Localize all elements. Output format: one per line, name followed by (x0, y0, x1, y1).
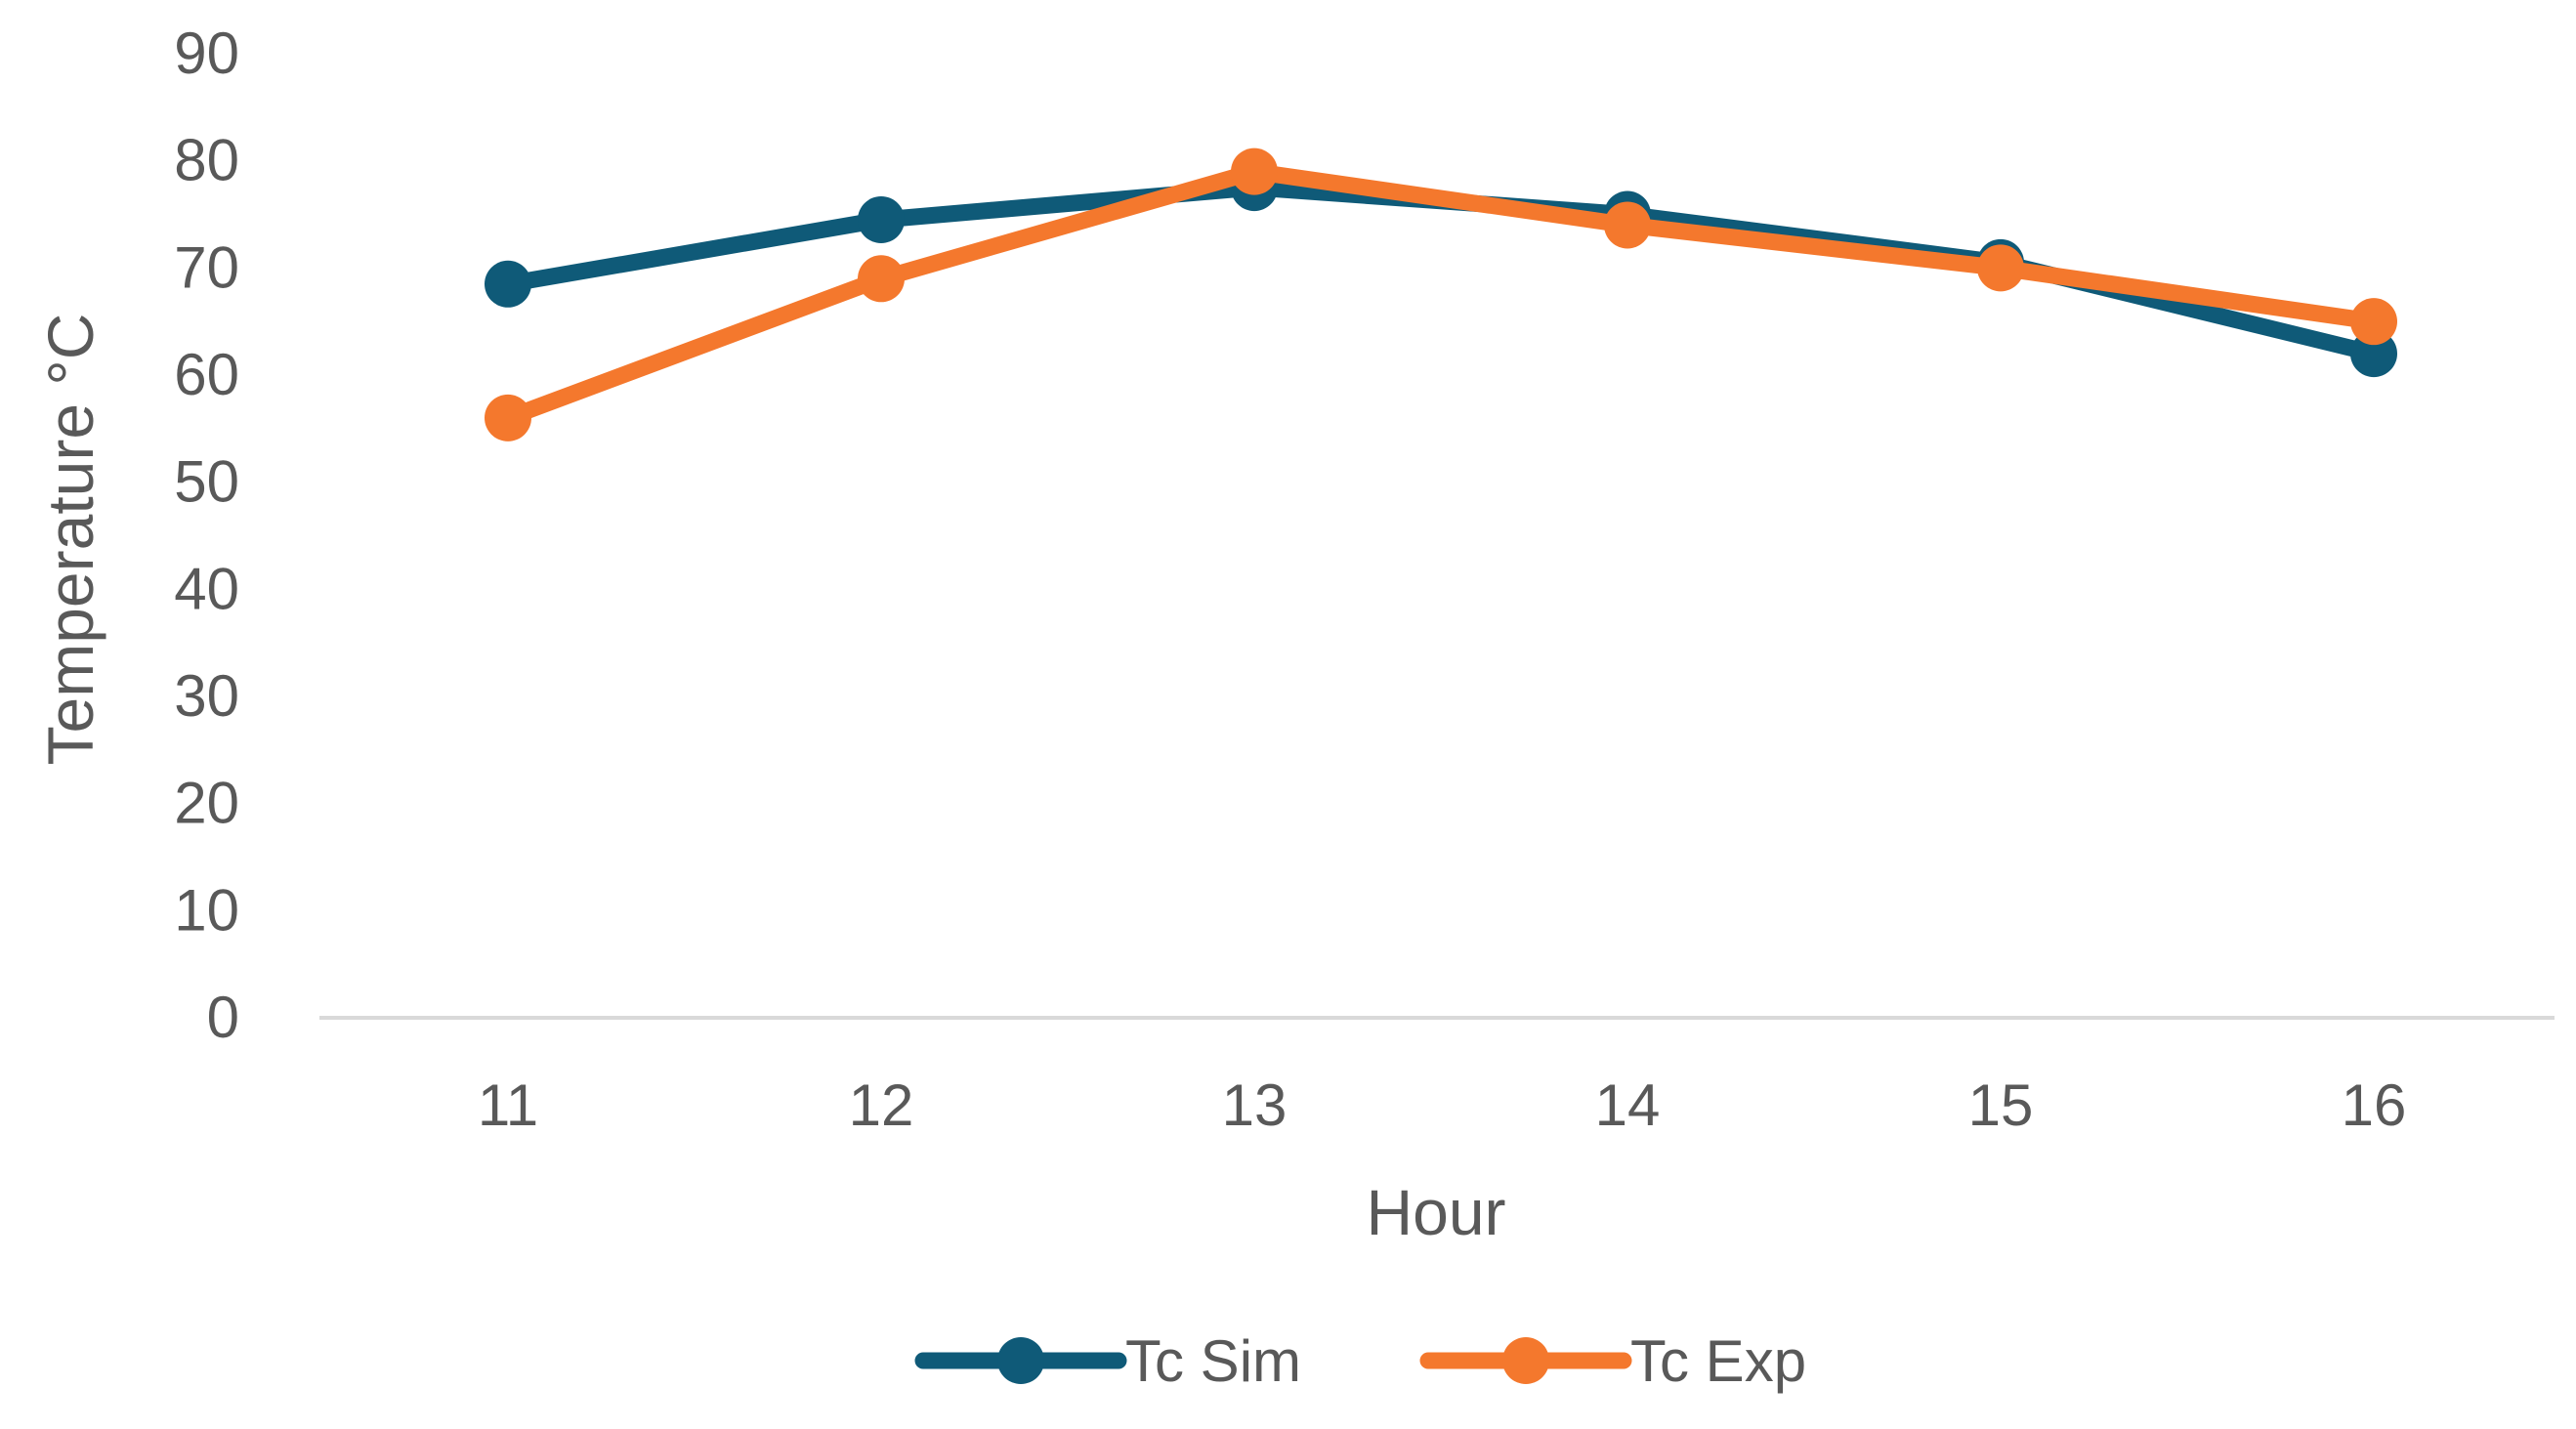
data-point (858, 195, 905, 243)
legend-item: Tc Exp (1419, 1328, 1806, 1394)
data-point (858, 255, 905, 303)
data-point (485, 394, 531, 441)
x-axis-ticks: 11 12 13 14 15 16 (478, 1072, 2407, 1138)
data-point (1977, 244, 2024, 292)
data-point (485, 260, 531, 308)
y-tick-label: 50 (174, 449, 239, 515)
legend-item: Tc Sim (914, 1328, 1301, 1394)
series-line (499, 163, 2383, 427)
x-tick-label: 15 (1968, 1072, 2034, 1138)
y-tick-label: 0 (207, 985, 239, 1050)
y-axis-ticks: 0 10 20 30 40 50 60 70 80 90 (174, 21, 239, 1050)
x-tick-label: 11 (478, 1072, 538, 1138)
x-tick-label: 12 (849, 1072, 914, 1138)
y-tick-label: 30 (174, 663, 239, 729)
y-tick-label: 70 (174, 234, 239, 300)
data-point (2350, 298, 2397, 346)
data-point (1231, 147, 1278, 195)
y-axis-title: Temperature °C (34, 314, 106, 766)
legend-label: Tc Sim (1125, 1328, 1301, 1394)
x-tick-label: 16 (2342, 1072, 2407, 1138)
legend-label: Tc Exp (1630, 1328, 1806, 1394)
y-tick-label: 20 (174, 771, 239, 836)
series-group (485, 147, 2397, 441)
series-line (499, 179, 2383, 362)
legend: Tc Sim Tc Exp (914, 1328, 1806, 1394)
x-axis-title: Hour (1366, 1176, 1505, 1248)
y-tick-label: 90 (174, 21, 239, 86)
y-tick-label: 40 (174, 556, 239, 621)
x-tick-label: 14 (1595, 1072, 1661, 1138)
series-2 (485, 147, 2397, 441)
y-tick-label: 10 (174, 877, 239, 943)
data-point (1604, 201, 1651, 249)
y-tick-label: 80 (174, 128, 239, 193)
legend-swatch-marker (997, 1337, 1044, 1384)
legend-swatch-marker (1502, 1337, 1549, 1384)
y-tick-label: 60 (174, 342, 239, 407)
data-point (2350, 330, 2397, 378)
x-tick-label: 13 (1222, 1072, 1288, 1138)
